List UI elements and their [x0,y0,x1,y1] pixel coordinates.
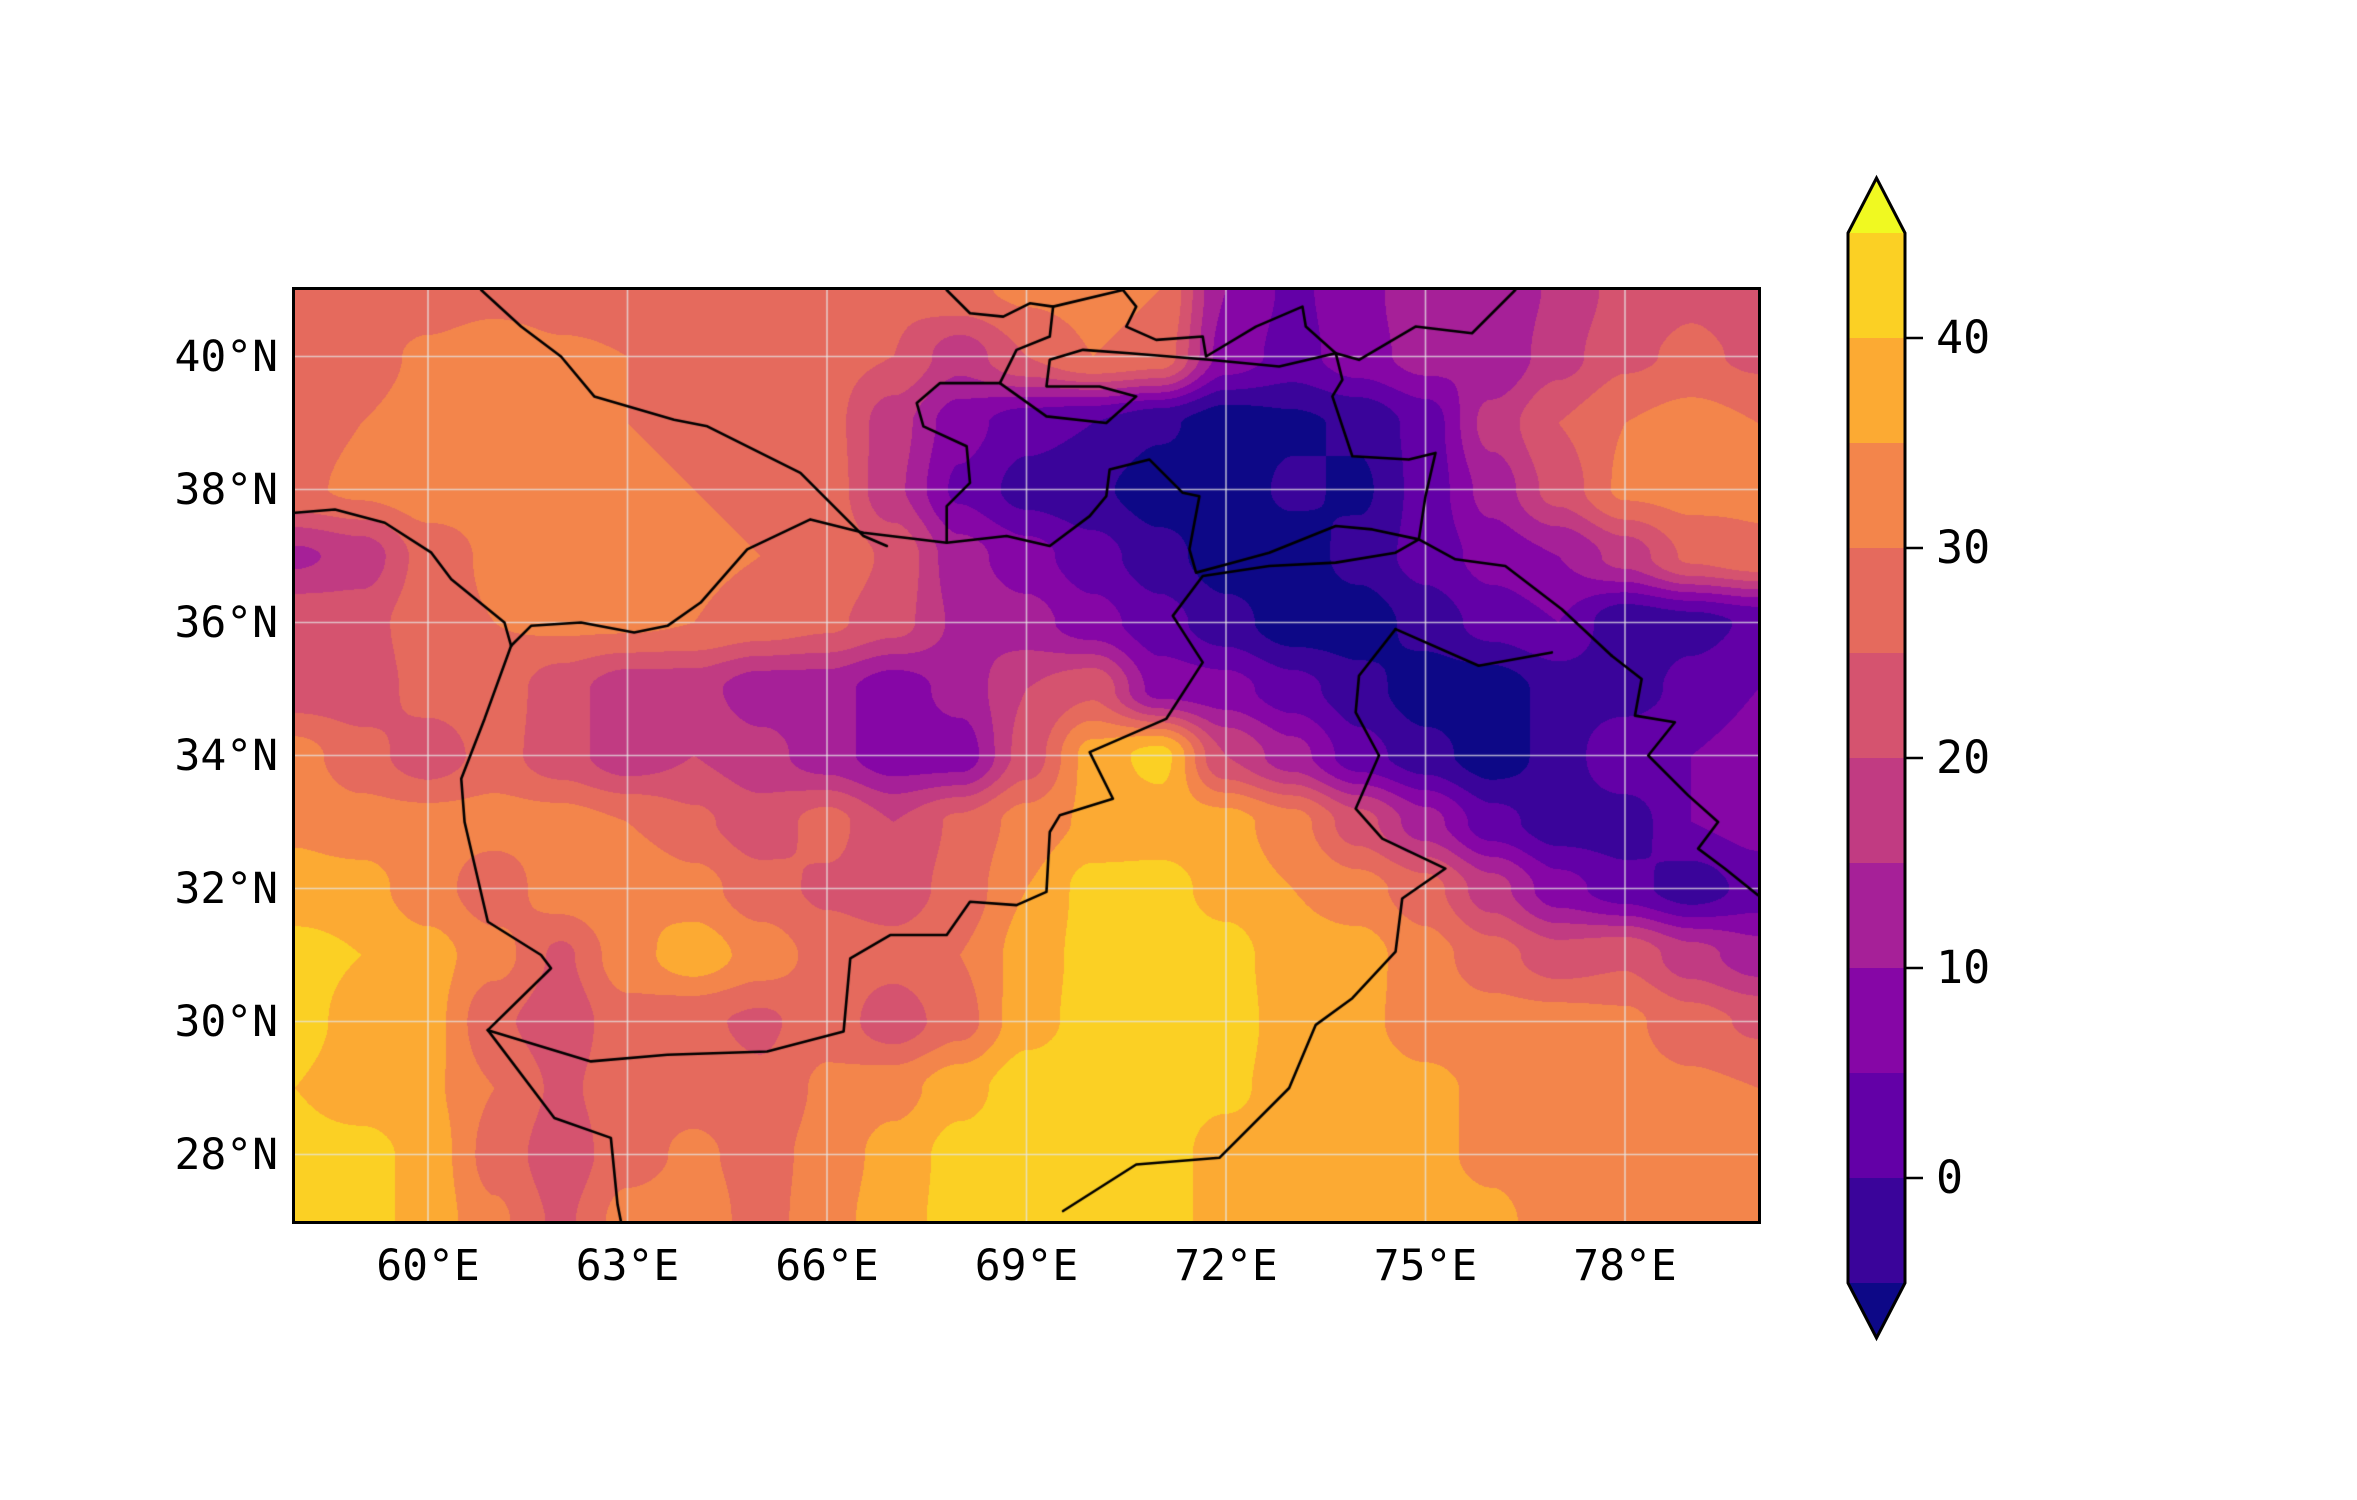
x-tick-label: 63°E [575,1241,680,1291]
colorbar-outline [1846,174,1907,1342]
colorbar-tick-label: 10 [1936,941,1991,994]
y-tick-label: 32°N [174,863,278,914]
colorbar-band [1848,1178,1905,1284]
y-tick-label: 34°N [174,730,278,781]
colorbar-band [1848,863,1905,969]
map-frame [292,287,1761,1224]
colorbar-tick-label: 0 [1936,1151,1964,1204]
colorbar-tick-label: 40 [1936,311,1991,364]
colorbar-band [1848,758,1905,864]
y-tick-label: 36°N [174,597,278,648]
x-tick-label: 60°E [376,1241,480,1291]
y-tick-label: 38°N [174,464,278,515]
colorbar-band [1848,968,1905,1074]
colorbar-tick-label: 30 [1936,521,1991,574]
x-tick-label: 78°E [1573,1241,1677,1291]
colorbar-tick-label: 20 [1936,731,1991,784]
colorbar-band [1848,548,1905,654]
colorbar-band [1848,653,1905,759]
colorbar-under-arrow [1848,1283,1905,1338]
x-tick-label: 75°E [1373,1241,1478,1291]
colorbar-band [1848,233,1905,339]
temperature-contour-map [295,290,1758,1221]
y-tick-label: 28°N [174,1129,278,1180]
colorbar-band [1848,443,1905,549]
colorbar-over-arrow [1848,178,1905,233]
x-tick-label: 69°E [974,1241,1079,1291]
colorbar-band [1848,338,1905,444]
x-tick-label: 72°E [1174,1241,1278,1291]
y-tick-label: 30°N [174,996,278,1047]
colorbar [1846,174,1923,1342]
x-tick-label: 66°E [775,1241,879,1291]
colorbar-band [1848,1073,1905,1179]
y-tick-label: 40°N [174,331,278,382]
